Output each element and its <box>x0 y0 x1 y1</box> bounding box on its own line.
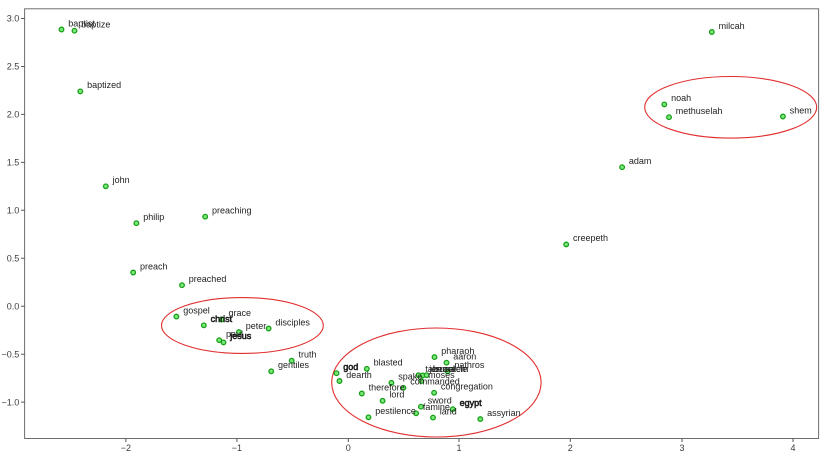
svg-text:grace: grace <box>229 308 252 318</box>
svg-text:jesus: jesus <box>229 331 252 341</box>
svg-text:−2: −2 <box>121 443 131 453</box>
svg-text:3.0: 3.0 <box>7 14 20 24</box>
svg-text:tabernacle: tabernacle <box>425 364 467 374</box>
svg-text:sword: sword <box>428 396 452 406</box>
svg-text:2.0: 2.0 <box>7 110 20 120</box>
svg-text:2.5: 2.5 <box>7 62 20 72</box>
svg-text:pharaoh: pharaoh <box>441 346 474 356</box>
svg-text:philip: philip <box>143 212 164 222</box>
svg-text:aaron: aaron <box>453 352 476 362</box>
svg-text:−1.0: −1.0 <box>2 397 20 407</box>
svg-text:noah: noah <box>671 93 691 103</box>
svg-text:john: john <box>112 175 130 185</box>
svg-text:pestilence: pestilence <box>375 406 416 416</box>
svg-text:methuselah: methuselah <box>676 106 723 116</box>
svg-text:3: 3 <box>679 443 684 453</box>
svg-text:pathros: pathros <box>454 360 485 370</box>
svg-text:creepeth: creepeth <box>573 233 608 243</box>
svg-text:1.5: 1.5 <box>7 158 20 168</box>
svg-text:land: land <box>440 406 457 416</box>
svg-text:egypt: egypt <box>460 398 483 408</box>
svg-text:0.0: 0.0 <box>7 301 20 311</box>
svg-text:christ: christ <box>211 314 233 324</box>
svg-text:peter: peter <box>246 321 267 331</box>
svg-text:therefore: therefore <box>369 382 405 392</box>
svg-text:1: 1 <box>456 443 461 453</box>
svg-text:congregation: congregation <box>441 382 493 392</box>
svg-text:preach: preach <box>140 261 168 271</box>
svg-text:lord: lord <box>389 390 404 400</box>
svg-text:0.5: 0.5 <box>7 254 20 264</box>
svg-text:gentiles: gentiles <box>278 360 310 370</box>
svg-text:god: god <box>343 362 358 372</box>
svg-text:4: 4 <box>790 443 795 453</box>
svg-text:milcah: milcah <box>719 21 745 31</box>
svg-text:paul: paul <box>226 329 243 339</box>
svg-text:famine: famine <box>423 402 450 412</box>
svg-text:israel: israel <box>433 364 455 374</box>
svg-text:preaching: preaching <box>212 206 252 216</box>
svg-text:−1: −1 <box>232 443 242 453</box>
svg-text:baptize: baptize <box>81 20 110 30</box>
svg-text:truth: truth <box>299 350 317 360</box>
svg-text:assyrian: assyrian <box>487 408 521 418</box>
svg-text:baptized: baptized <box>87 80 121 90</box>
svg-text:moses: moses <box>428 370 455 380</box>
svg-text:adam: adam <box>629 156 652 166</box>
svg-text:baptist: baptist <box>68 18 95 28</box>
svg-text:gospel: gospel <box>183 305 210 315</box>
svg-text:−0.5: −0.5 <box>2 349 20 359</box>
svg-text:0: 0 <box>346 443 351 453</box>
svg-text:commanded: commanded <box>410 377 460 387</box>
svg-text:preached: preached <box>189 274 227 284</box>
svg-text:1.0: 1.0 <box>7 206 20 216</box>
svg-text:disciples: disciples <box>275 317 310 327</box>
svg-text:spake: spake <box>398 372 422 382</box>
svg-text:2: 2 <box>568 443 573 453</box>
svg-text:shem: shem <box>790 105 812 115</box>
svg-text:jerusalem: jerusalem <box>429 364 469 374</box>
svg-text:blasted: blasted <box>374 358 403 368</box>
svg-text:dearth: dearth <box>346 370 372 380</box>
